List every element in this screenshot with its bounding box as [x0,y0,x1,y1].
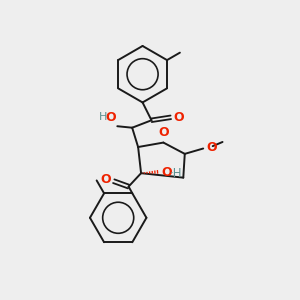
Text: O: O [162,166,172,179]
Text: O: O [105,111,116,124]
Text: O: O [100,173,111,186]
Text: ·H: ·H [169,167,182,180]
Text: O: O [206,140,217,154]
Text: O: O [174,111,184,124]
Text: O: O [158,126,169,139]
Text: H: H [98,112,107,122]
